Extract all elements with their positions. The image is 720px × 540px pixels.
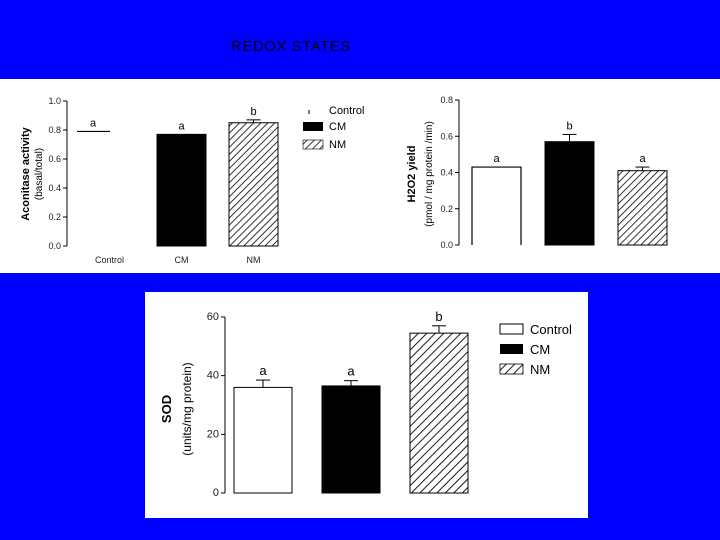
y-axis-subtitle: (basal/total)	[34, 148, 45, 200]
sod-chart: 0 20 40 60 SOD (units/mg protein) a a b	[159, 309, 469, 499]
y-tick-label: 0.4	[440, 168, 453, 178]
y-tick-label: 40	[207, 370, 219, 382]
bar-nm	[409, 332, 469, 494]
y-tick-label: 20	[207, 428, 219, 440]
y-tick-label: 60	[207, 311, 219, 323]
y-tick-label: 1.0	[48, 96, 61, 106]
y-tick-label: 0.2	[440, 204, 453, 214]
significance-letter-cm: a	[347, 364, 355, 379]
legend-control-label: Control	[329, 105, 364, 117]
significance-letter-nm: a	[639, 153, 646, 165]
legend-cm-label: CM	[530, 342, 550, 357]
bar-cm	[156, 133, 207, 247]
legend-top: Control CM NM	[302, 105, 364, 151]
legend-cm-label: CM	[329, 121, 346, 133]
legend-bottom: Control CM NM	[499, 322, 572, 377]
significance-letter-cm: b	[566, 120, 572, 132]
y-axis-title: Aconitase activity	[20, 126, 32, 220]
legend-nm-swatch	[499, 363, 524, 375]
bottom-chart-svg: 0 20 40 60 SOD (units/mg protein) a a b Control …	[159, 309, 572, 499]
significance-letter-nm: b	[435, 309, 442, 324]
significance-letter-nm: b	[250, 106, 256, 118]
legend-cm-swatch	[303, 122, 323, 131]
y-tick-label: 0.0	[48, 241, 61, 251]
bar-control	[233, 386, 293, 494]
y-tick-label: 0.6	[48, 154, 61, 164]
y-axis-title: SOD	[159, 395, 174, 423]
x-tick-label-nm: NM	[247, 255, 261, 265]
x-tick-label-cm: CM	[175, 255, 189, 265]
legend-nm-label: NM	[329, 139, 346, 151]
legend-control-swatch	[499, 323, 524, 335]
y-tick-label: 0.4	[48, 183, 61, 193]
bar-cm	[544, 141, 595, 246]
y-tick-label: 0.8	[440, 95, 453, 105]
y-tick-label: 0.6	[440, 131, 453, 141]
legend-nm-swatch	[302, 139, 324, 150]
y-axis-title: H2O2 yield	[406, 146, 418, 203]
bar-nm	[228, 122, 279, 247]
significance-letter-control: a	[493, 153, 500, 165]
bottom-chart-panel: 0 20 40 60 SOD (units/mg protein) a a b Control …	[145, 292, 588, 518]
significance-letter-cm: a	[178, 120, 185, 132]
y-tick-label: 0	[213, 487, 219, 499]
y-axis-subtitle: (pmol / mg protein /min)	[424, 121, 435, 227]
y-axis-subtitle: (units/mg protein)	[180, 362, 194, 455]
legend-control-label: Control	[530, 322, 572, 337]
legend-nm-label: NM	[530, 362, 550, 377]
bar-control	[471, 166, 522, 245]
bar-cm	[321, 385, 381, 494]
aconitase-chart: 0.0 0.2 0.4 0.6 0.8 1.0 Aconitase activity (bas…	[20, 96, 279, 265]
significance-letter-control: a	[259, 363, 267, 378]
significance-letter-control: a	[90, 117, 97, 129]
legend-cm-swatch	[500, 344, 523, 354]
x-tick-label-control: Control	[95, 255, 124, 265]
y-tick-label: 0.2	[48, 212, 61, 222]
top-chart-panel: 0.0 0.2 0.4 0.6 0.8 1.0 Aconitase activity (bas…	[0, 79, 720, 273]
slide-title: REDOX STATES	[231, 38, 351, 55]
h2o2-chart: 0.0 0.2 0.4 0.6 0.8 H2O2 yield (pmol / mg prot…	[406, 95, 668, 250]
y-tick-label: 0.8	[48, 125, 61, 135]
bar-nm	[617, 170, 668, 246]
y-tick-label: 0.0	[440, 240, 453, 250]
top-charts-svg: 0.0 0.2 0.4 0.6 0.8 1.0 Aconitase activity (bas…	[20, 95, 668, 265]
